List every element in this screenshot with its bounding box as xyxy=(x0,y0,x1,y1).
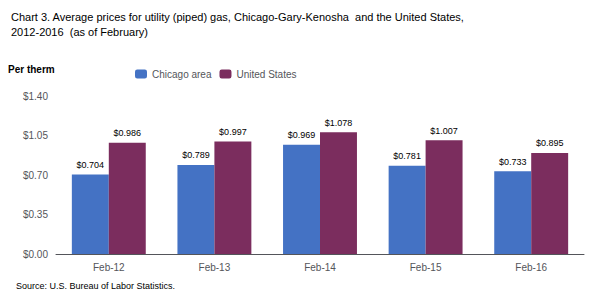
svg-text:$0.997: $0.997 xyxy=(219,127,247,137)
svg-text:Chicago area: Chicago area xyxy=(152,69,212,80)
svg-text:United States: United States xyxy=(236,69,296,80)
svg-text:2012-2016 (as of February): 2012-2016 (as of February) xyxy=(11,26,148,38)
svg-text:$1.40: $1.40 xyxy=(23,91,48,102)
svg-text:$1.05: $1.05 xyxy=(23,130,48,141)
svg-text:$0.969: $0.969 xyxy=(288,130,316,140)
svg-text:$1.007: $1.007 xyxy=(430,126,458,136)
svg-text:Source: U.S. Bureau of Labor S: Source: U.S. Bureau of Labor Statistics. xyxy=(16,281,175,291)
svg-text:Feb-13: Feb-13 xyxy=(199,262,231,273)
svg-text:$0.35: $0.35 xyxy=(23,209,48,220)
svg-text:$0.733: $0.733 xyxy=(499,157,527,167)
svg-text:Chart 3. Average prices for ut: Chart 3. Average prices for utility (pip… xyxy=(11,11,464,23)
svg-text:$0.986: $0.986 xyxy=(114,128,142,138)
svg-text:$1.078: $1.078 xyxy=(325,118,353,128)
svg-text:$0.895: $0.895 xyxy=(536,138,564,148)
svg-text:Feb-15: Feb-15 xyxy=(410,262,442,273)
svg-text:$0.789: $0.789 xyxy=(182,150,210,160)
svg-text:$0.00: $0.00 xyxy=(23,249,48,260)
svg-text:$0.781: $0.781 xyxy=(393,151,421,161)
svg-text:Feb-12: Feb-12 xyxy=(93,262,125,273)
svg-text:$0.704: $0.704 xyxy=(77,160,105,170)
svg-text:Per therm: Per therm xyxy=(8,64,55,75)
svg-text:$0.70: $0.70 xyxy=(23,170,48,181)
svg-text:Feb-16: Feb-16 xyxy=(515,262,547,273)
svg-text:Feb-14: Feb-14 xyxy=(304,262,336,273)
